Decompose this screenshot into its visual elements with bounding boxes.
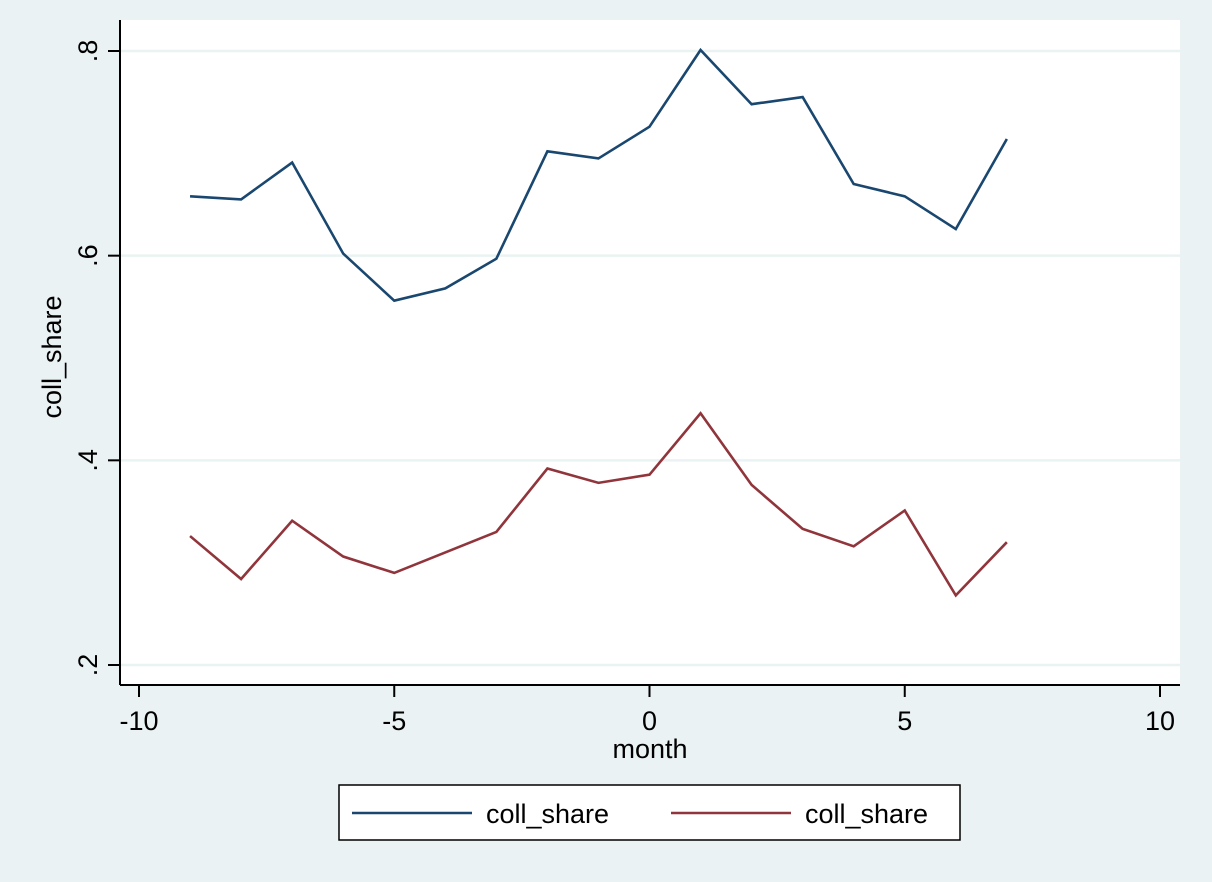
x-tick-label: 0 — [642, 706, 657, 736]
legend-items: coll_share coll_share — [352, 799, 928, 829]
y-tick-label: .6 — [73, 244, 103, 267]
x-tick-label: -10 — [119, 706, 158, 736]
y-axis-ticks: .2 .4 .6 .8 — [73, 40, 120, 677]
y-tick-label: .2 — [73, 654, 103, 677]
x-tick-label: 10 — [1145, 706, 1175, 736]
x-axis-title: month — [612, 734, 687, 764]
y-axis-title: coll_share — [37, 295, 67, 418]
x-tick-label: -5 — [382, 706, 406, 736]
x-tick-label: 5 — [897, 706, 912, 736]
y-tick-label: .4 — [73, 449, 103, 472]
x-axis-ticks: -10 -5 0 5 10 — [119, 685, 1175, 736]
legend-label-1: coll_share — [486, 799, 609, 829]
series-lines — [189, 47, 1008, 598]
legend-label-2: coll_share — [805, 799, 928, 829]
gridlines — [120, 49, 1180, 667]
y-tick-label: .8 — [73, 40, 103, 63]
legend: coll_share coll_share — [338, 784, 961, 841]
plot-area — [120, 20, 1180, 685]
